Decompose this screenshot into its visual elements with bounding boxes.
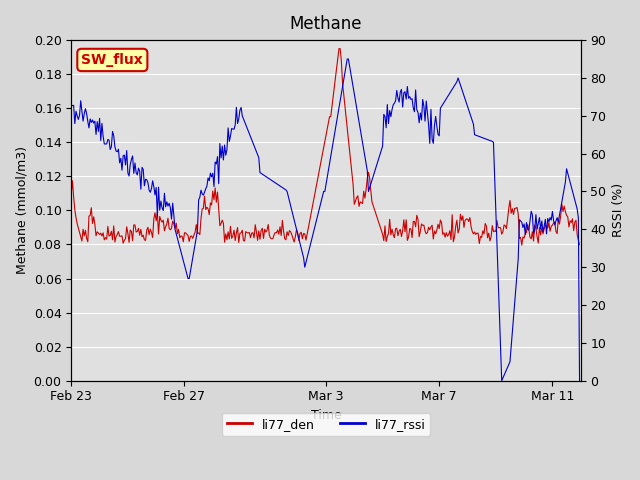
Y-axis label: RSSI (%): RSSI (%) — [612, 183, 625, 238]
X-axis label: Time: Time — [310, 409, 341, 422]
Text: SW_flux: SW_flux — [81, 53, 143, 67]
Y-axis label: Methane (mmol/m3): Methane (mmol/m3) — [15, 146, 28, 275]
Legend: li77_den, li77_rssi: li77_den, li77_rssi — [221, 413, 430, 436]
Title: Methane: Methane — [290, 15, 362, 33]
